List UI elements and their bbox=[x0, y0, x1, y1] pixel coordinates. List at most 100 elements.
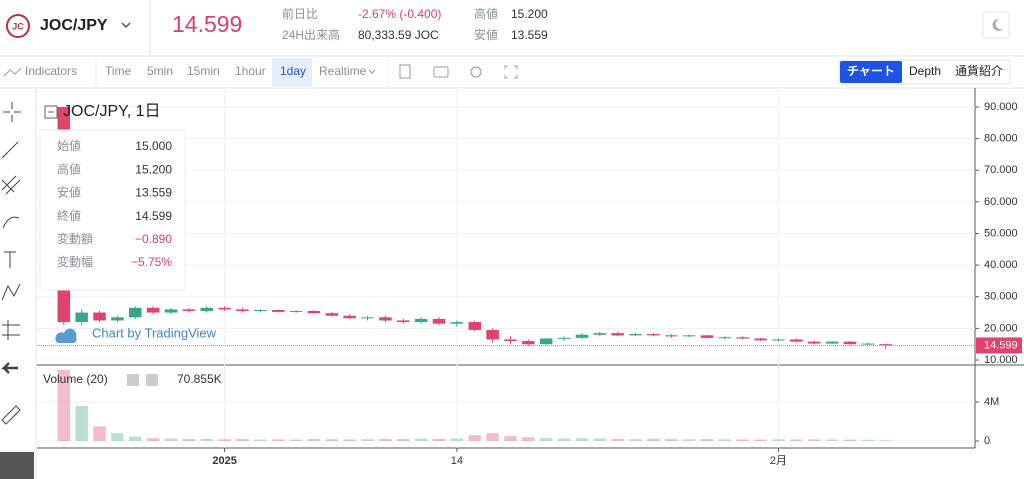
legend-value: 14.599 bbox=[135, 209, 172, 223]
candle-body bbox=[718, 337, 732, 339]
volume-bar bbox=[700, 439, 714, 441]
high-value: 15.200 bbox=[511, 7, 548, 21]
candle-body bbox=[772, 339, 785, 341]
volume-value: 80,333.59 JOC bbox=[358, 28, 439, 42]
candle-body bbox=[575, 334, 589, 338]
trendline-tool[interactable] bbox=[1, 141, 19, 159]
candle-body bbox=[289, 310, 303, 312]
volume-bar bbox=[575, 438, 589, 441]
volume-bar bbox=[468, 435, 481, 441]
drawing-tools bbox=[0, 102, 21, 425]
volume-bar bbox=[486, 433, 499, 441]
low-value: 13.559 bbox=[511, 28, 548, 42]
candle-body bbox=[307, 310, 321, 314]
volume-settings[interactable] bbox=[127, 374, 139, 386]
volume-bar bbox=[289, 439, 303, 441]
realtime-button[interactable]: Realtime bbox=[319, 64, 367, 78]
candle-body bbox=[468, 322, 481, 330]
candle-body bbox=[450, 322, 464, 324]
volume-close[interactable] bbox=[146, 374, 158, 386]
interval-button[interactable]: 5min bbox=[147, 64, 173, 78]
volume-bar bbox=[379, 438, 392, 441]
volume-bar bbox=[254, 439, 267, 441]
tab-button[interactable]: 通貨紹介 bbox=[955, 63, 1003, 78]
y-tick-label: 50.000 bbox=[984, 227, 1018, 239]
legend-value: 13.559 bbox=[135, 186, 172, 200]
y-tick-label: 20.000 bbox=[984, 322, 1018, 334]
volume-tick-label: 0 bbox=[984, 435, 990, 447]
candle-body bbox=[825, 341, 839, 344]
volume-bar bbox=[397, 439, 410, 441]
pair-dropdown[interactable] bbox=[121, 22, 131, 29]
theme-toggle[interactable] bbox=[982, 11, 1010, 39]
prediction-tool[interactable] bbox=[2, 320, 20, 340]
volume-bar bbox=[843, 439, 857, 441]
candle-body bbox=[432, 318, 446, 324]
volume-bar bbox=[718, 439, 732, 441]
legend-value: 15.000 bbox=[135, 139, 172, 153]
candle-body bbox=[665, 335, 678, 337]
tab-group bbox=[838, 59, 1011, 85]
volume-label: 24H出来高 bbox=[282, 27, 340, 42]
candle-body bbox=[236, 309, 249, 311]
volume-bar bbox=[218, 439, 231, 441]
crosshair-tool[interactable] bbox=[3, 102, 21, 122]
watermark[interactable]: Chart by TradingView bbox=[92, 325, 217, 340]
volume-bar bbox=[861, 439, 875, 441]
interval-button[interactable]: 1day bbox=[280, 64, 306, 78]
y-tick-label: 90.000 bbox=[984, 101, 1018, 113]
measure-tool[interactable] bbox=[1, 405, 21, 425]
screenshot-button[interactable] bbox=[433, 66, 449, 78]
candle-body bbox=[361, 317, 374, 319]
fullscreen-button[interactable] bbox=[504, 65, 518, 79]
candle-body bbox=[146, 307, 160, 313]
candle-body bbox=[325, 313, 339, 316]
volume-bar bbox=[593, 438, 607, 441]
volume-bar bbox=[539, 438, 553, 441]
interval-button[interactable]: Time bbox=[105, 64, 132, 78]
volume-bar bbox=[325, 439, 339, 441]
y-tick-label: 10.000 bbox=[984, 354, 1018, 366]
pair-name[interactable]: JOC/JPY bbox=[40, 17, 108, 34]
x-tick-label: 2月 bbox=[770, 455, 787, 467]
interval-button[interactable]: 1hour bbox=[235, 64, 266, 78]
compare-button[interactable] bbox=[399, 64, 411, 79]
y-tick-label: 30.000 bbox=[984, 291, 1018, 303]
candle-body bbox=[807, 341, 821, 344]
candle-body bbox=[861, 343, 875, 345]
volume-bar bbox=[682, 439, 696, 441]
volume-bar bbox=[665, 439, 678, 441]
candle-body bbox=[754, 338, 767, 341]
candle-body bbox=[200, 307, 213, 311]
volume-bar bbox=[343, 439, 356, 441]
volume-title: Volume (20) bbox=[43, 372, 108, 386]
brush-tool[interactable] bbox=[2, 216, 20, 229]
last-price-tag bbox=[976, 337, 1022, 354]
pattern-tool[interactable] bbox=[1, 283, 21, 301]
candle-body bbox=[557, 337, 571, 339]
volume-bar bbox=[825, 439, 839, 441]
change-label: 前日比 bbox=[282, 6, 318, 21]
tab-button[interactable]: チャート bbox=[847, 64, 895, 78]
low-label: 安値 bbox=[474, 27, 498, 42]
tv-logo bbox=[55, 328, 77, 343]
candle-body bbox=[164, 309, 178, 313]
candle-body bbox=[343, 315, 356, 319]
volume-bar bbox=[504, 436, 517, 441]
volume-bar bbox=[414, 438, 428, 441]
collapse-button[interactable] bbox=[44, 105, 58, 119]
change-value: -2.67% (-0.400) bbox=[358, 7, 441, 21]
magnet-tool[interactable] bbox=[0, 452, 34, 479]
back-tool[interactable] bbox=[0, 362, 18, 374]
volume-bar bbox=[93, 426, 106, 441]
candle-body bbox=[700, 335, 714, 338]
indicators-button[interactable]: Indicators bbox=[25, 64, 77, 78]
indicators-icon bbox=[3, 67, 22, 77]
fib-tool[interactable] bbox=[1, 175, 21, 195]
tab-button[interactable]: Depth bbox=[909, 64, 941, 78]
settings-button[interactable] bbox=[470, 66, 482, 78]
interval-button[interactable]: 15min bbox=[187, 64, 220, 78]
candle-body bbox=[682, 335, 696, 337]
candle-body bbox=[539, 338, 553, 345]
text-tool[interactable] bbox=[4, 251, 16, 268]
